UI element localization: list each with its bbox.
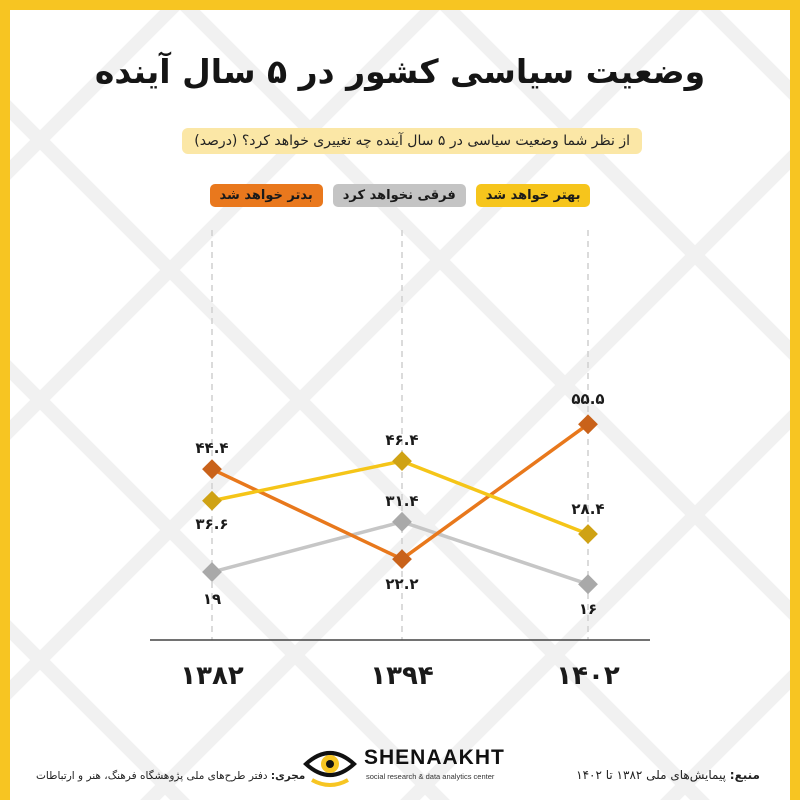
executor-label: مجری: xyxy=(270,770,306,782)
data-label-worse-2: ۲۲.۲ xyxy=(385,575,418,593)
footer-executor: مجری: دفتر طرح‌های ملی پژوهشگاه فرهنگ، ه… xyxy=(36,770,305,782)
data-label-worse-1: ۴۴.۴ xyxy=(195,439,228,457)
x-tick-label-2: ۱۳۹۴ xyxy=(370,661,433,691)
data-label-worse-3: ۵۵.۵ xyxy=(571,390,604,408)
page-title: وضعیت سیاسی کشور در ۵ سال آینده xyxy=(94,52,706,91)
x-tick-label-1: ۱۳۸۲ xyxy=(180,661,244,691)
data-label-same-3: ۱۶ xyxy=(579,600,597,618)
point-better-2 xyxy=(392,451,412,471)
logo-tagline: social research & data analytics center xyxy=(366,772,495,781)
footer-source: منبع: پیمایش‌های ملی ۱۳۸۲ تا ۱۴۰۲ xyxy=(576,768,760,782)
point-worse-2 xyxy=(392,549,412,569)
x-tick-label-3: ۱۴۰۲ xyxy=(556,661,620,691)
executor-text: دفتر طرح‌های ملی پژوهشگاه فرهنگ، هنر و ا… xyxy=(36,770,268,782)
logo-name: SHENAAKHT xyxy=(364,746,505,769)
eye-icon xyxy=(303,751,357,787)
source-label: منبع: xyxy=(729,768,760,782)
point-worse-3 xyxy=(578,414,598,435)
source-text: پیمایش‌های ملی ۱۳۸۲ تا ۱۴۰۲ xyxy=(576,768,726,782)
point-worse-1 xyxy=(202,459,222,480)
legend-same: فرقی نخواهد کرد xyxy=(332,184,466,207)
chart-legend: بدتر خواهد شد فرقی نخواهد کرد بهتر خواهد… xyxy=(0,184,800,207)
point-better-3 xyxy=(578,524,598,544)
point-better-1 xyxy=(202,490,222,511)
data-label-better-2: ۴۶.۴ xyxy=(385,431,418,449)
point-same-3 xyxy=(578,574,598,595)
point-same-1 xyxy=(202,562,222,582)
background-pattern xyxy=(10,10,790,800)
data-label-better-3: ۲۸.۴ xyxy=(571,500,604,518)
point-same-2 xyxy=(392,511,412,532)
data-label-same-2: ۳۱.۴ xyxy=(385,492,418,510)
legend-better: بهتر خواهد شد xyxy=(475,184,591,207)
survey-question: از نظر شما وضعیت سیاسی در ۵ سال آینده چه… xyxy=(182,128,642,154)
data-label-better-1: ۳۶.۶ xyxy=(195,515,228,533)
legend-worse: بدتر خواهد شد xyxy=(209,184,323,207)
data-label-same-1: ۱۹ xyxy=(203,590,221,608)
brand-logo: SHENAAKHT social research & data analyti… xyxy=(302,740,522,790)
